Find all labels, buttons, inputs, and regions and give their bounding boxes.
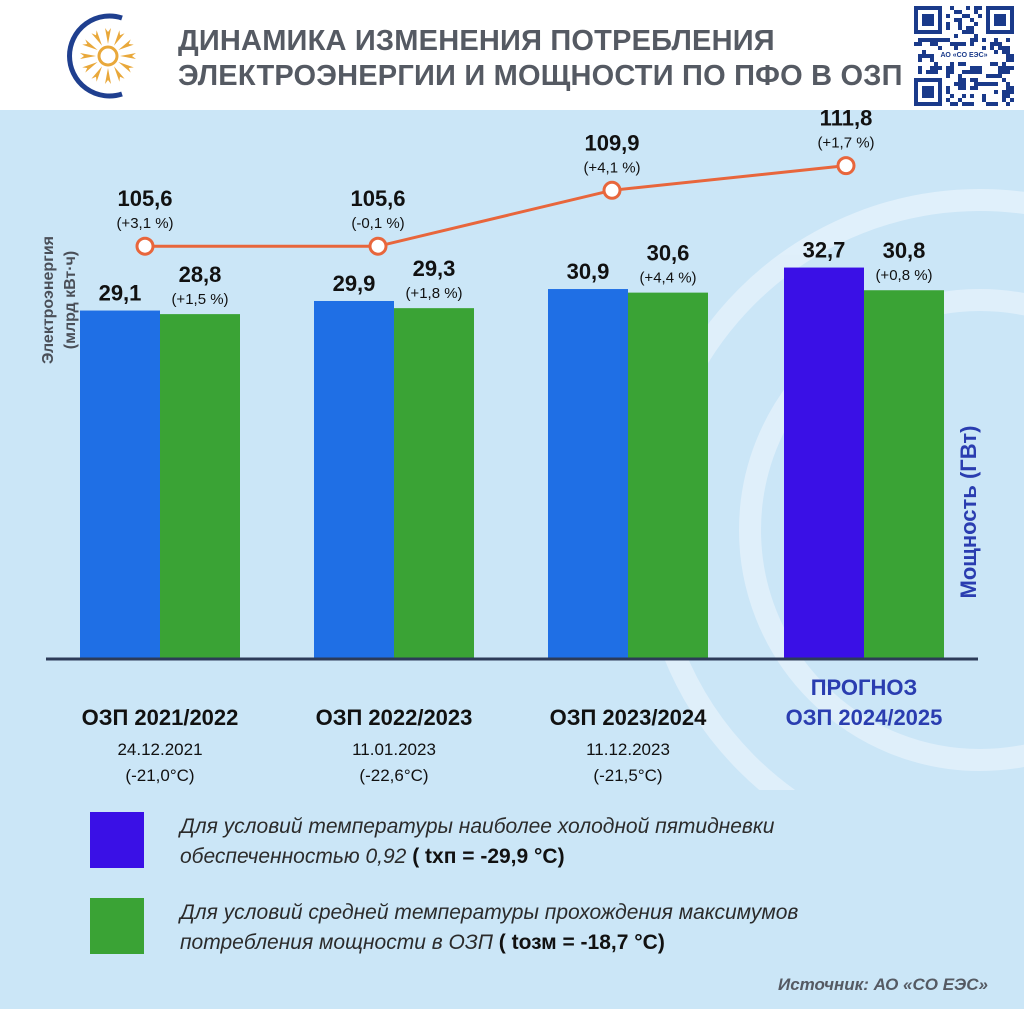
- bar-pct-series2-2: (+4,4 %): [639, 270, 696, 287]
- title-line-1: ДИНАМИКА ИЗМЕНЕНИЯ ПОТРЕБЛЕНИЯ: [178, 25, 775, 57]
- bar-series1-1: [314, 300, 394, 658]
- category-temp-0: (-21,0°C): [125, 766, 194, 785]
- energy-point-1: [368, 236, 388, 256]
- bar-series1-2: [548, 289, 628, 658]
- category-temp-1: (-22,6°C): [359, 766, 428, 785]
- bar-pct-series2-3: (+0,8 %): [875, 267, 932, 284]
- header: ДИНАМИКА ИЗМЕНЕНИЯ ПОТРЕБЛЕНИЯ ЭЛЕКТРОЭН…: [0, 0, 1024, 110]
- bar-pct-series2-0: (+1,5 %): [171, 291, 228, 308]
- bar-pct-series2-1: (+1,8 %): [405, 285, 462, 302]
- category-labels: ОЗП 2021/2022 24.12.2021 (-21,0°C) ОЗП 2022…: [82, 675, 943, 785]
- energy-pct-0: (+3,1 %): [116, 215, 173, 232]
- legend-2-line2-bold: ( tозм = -18,7 °C): [498, 931, 665, 954]
- category-date-1: 11.01.2023: [352, 740, 436, 759]
- category-title-0: ОЗП 2021/2022: [82, 705, 239, 730]
- right-axis-label: Мощность (ГВт): [956, 426, 981, 599]
- legend-text-2: Для условий средней температуры прохожде…: [180, 898, 798, 958]
- energy-label-0: 105,6: [117, 186, 172, 211]
- bar-series1-3: [784, 267, 864, 658]
- qr-label: АО «СО ЕЭС»: [934, 50, 994, 62]
- legend-swatch-green: [90, 898, 144, 954]
- category-title-1: ОЗП 2022/2023: [316, 705, 473, 730]
- bar-series1-0: [80, 310, 160, 658]
- logo-icon: [67, 13, 136, 99]
- left-axis-label-line1: Электроэнергия: [40, 236, 57, 364]
- legend-1-line1: Для условий температуры наиболее холодно…: [180, 815, 775, 838]
- bars: 29,1 28,8 (+1,5 %) 29,9 29,3 (+1,8 %) 30,9 30,6…: [80, 238, 944, 658]
- energy-point-0: [135, 236, 155, 256]
- bar-series2-1: [394, 308, 474, 658]
- bar-label-series1-0: 29,1: [99, 281, 142, 306]
- category-date-0: 24.12.2021: [117, 740, 202, 759]
- bar-label-series2-0: 28,8: [179, 262, 222, 287]
- legend-swatch-violet: [90, 812, 144, 868]
- legend-item-1: Для условий температуры наиболее холодно…: [90, 812, 990, 872]
- legend-1-line2-bold: ( tхп = -29,9 °C): [412, 845, 565, 868]
- page-title: ДИНАМИКА ИЗМЕНЕНИЯ ПОТРЕБЛЕНИЯ ЭЛЕКТРОЭН…: [178, 24, 903, 94]
- legend-item-2: Для условий средней температуры прохожде…: [90, 898, 990, 958]
- bar-label-series1-1: 29,9: [333, 271, 376, 296]
- category-temp-2: (-21,5°C): [593, 766, 662, 785]
- category-date-2: 11.12.2023: [586, 740, 670, 759]
- energy-pct-2: (+4,1 %): [583, 159, 640, 176]
- category-forecast-line2: ОЗП 2024/2025: [786, 705, 943, 730]
- energy-point-3: [836, 156, 856, 176]
- legend-1-line2-text: обеспеченностью 0,92: [180, 845, 407, 868]
- energy-pct-3: (+1,7 %): [817, 135, 874, 152]
- bar-label-series2-3: 30,8: [883, 238, 926, 263]
- energy-line: 105,6 (+3,1 %) 105,6 (-0,1 %) 109,9 (+4,1 %) 1…: [116, 110, 875, 256]
- bar-label-series1-3: 32,7: [803, 238, 846, 263]
- energy-label-3: 111,8: [820, 110, 873, 131]
- legend-1-line2: обеспеченностью 0,92 ( tхп = -29,9 °C): [180, 842, 774, 872]
- energy-label-1: 105,6: [350, 186, 405, 211]
- legend-2-line2-text: потребления мощности в ОЗП: [180, 931, 493, 954]
- left-axis-label-line2: (млрд кВт·ч): [62, 251, 79, 349]
- legend-2-line1: Для условий средней температуры прохожде…: [180, 901, 799, 924]
- bar-series2-2: [628, 292, 708, 658]
- legend-2-line2: потребления мощности в ОЗП ( tозм = -18,…: [180, 928, 798, 958]
- energy-label-2: 109,9: [584, 130, 639, 155]
- legend-text-1: Для условий температуры наиболее холодно…: [180, 812, 774, 872]
- bar-label-series2-1: 29,3: [413, 256, 456, 281]
- energy-pct-1: (-0,1 %): [351, 215, 404, 232]
- source-text: Источник: АО «СО ЕЭС»: [777, 975, 988, 994]
- energy-line-path: [145, 164, 847, 248]
- bar-series2-3: [864, 290, 944, 658]
- category-forecast-line1: ПРОГНОЗ: [811, 675, 918, 700]
- title-line-2: ЭЛЕКТРОЭНЕРГИИ И МОЩНОСТИ ПО ПФО В ОЗП: [178, 60, 903, 92]
- chart-panel: Электроэнергия (млрд кВт·ч) Мощность (ГВ…: [0, 110, 1024, 1009]
- chart: Электроэнергия (млрд кВт·ч) Мощность (ГВ…: [40, 110, 1024, 790]
- category-title-2: ОЗП 2023/2024: [550, 705, 708, 730]
- energy-point-2: [602, 180, 622, 200]
- bar-label-series1-2: 30,9: [567, 259, 610, 284]
- left-axis-label: Электроэнергия (млрд кВт·ч): [40, 236, 79, 364]
- bar-series2-0: [160, 314, 240, 658]
- bar-label-series2-2: 30,6: [647, 241, 690, 266]
